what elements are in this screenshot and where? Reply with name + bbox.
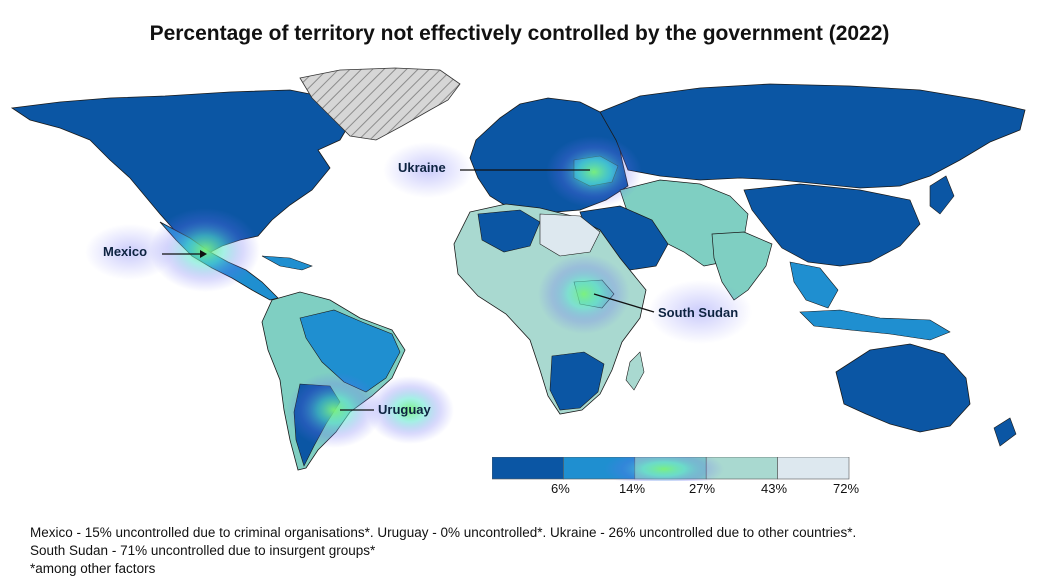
glow-legend bbox=[604, 457, 724, 481]
leader-mexico-arrow bbox=[200, 250, 207, 258]
legend-tick-2: 27% bbox=[689, 481, 716, 496]
legend-tick-0: 6% bbox=[551, 481, 570, 496]
legend-swatch-0 bbox=[492, 457, 564, 480]
region-greenland bbox=[299, 67, 461, 141]
world-map bbox=[10, 67, 1026, 471]
region-north-africa bbox=[477, 209, 541, 253]
leader-south-sudan bbox=[593, 293, 655, 313]
region-russia bbox=[599, 83, 1026, 189]
region-north-america bbox=[10, 89, 353, 256]
region-brazil bbox=[299, 309, 401, 393]
region-japan bbox=[929, 175, 955, 215]
footnote-line-2: South Sudan - 71% uncontrolled due to in… bbox=[30, 543, 376, 558]
page-title: Percentage of territory not effectively … bbox=[149, 22, 890, 45]
region-india bbox=[711, 231, 773, 301]
glow-ukraine-label bbox=[383, 142, 473, 198]
region-southern-africa bbox=[549, 351, 605, 411]
glow-uruguay bbox=[286, 372, 382, 448]
legend-colorbar bbox=[492, 457, 850, 481]
region-australia bbox=[835, 343, 971, 433]
legend-tick-4: 72% bbox=[833, 481, 860, 496]
region-southeast-asia bbox=[789, 261, 839, 309]
label-mexico: Mexico bbox=[103, 244, 148, 259]
region-libya-egypt bbox=[539, 213, 601, 257]
glow-uruguay-label bbox=[366, 376, 454, 444]
region-indonesia bbox=[799, 309, 951, 341]
legend-tick-3: 43% bbox=[761, 481, 788, 496]
legend-tick-1: 14% bbox=[619, 481, 646, 496]
glow-south-sudan bbox=[538, 254, 630, 334]
glow-mexico bbox=[150, 208, 260, 292]
footnote-line-1: Mexico - 15% uncontrolled due to crimina… bbox=[30, 525, 857, 540]
footnote-line-3: *among other factors bbox=[30, 561, 156, 576]
label-ukraine: Ukraine bbox=[398, 160, 446, 175]
region-caribbean bbox=[261, 255, 313, 271]
legend-swatch-4 bbox=[777, 457, 850, 480]
footnote: Mexico - 15% uncontrolled due to crimina… bbox=[30, 524, 856, 578]
region-madagascar bbox=[625, 351, 645, 391]
region-new-zealand bbox=[993, 417, 1017, 447]
region-east-asia bbox=[743, 183, 921, 267]
glow-mexico-label bbox=[85, 224, 175, 280]
label-south-sudan: South Sudan bbox=[658, 305, 739, 320]
glow-south-sudan-label bbox=[648, 280, 752, 344]
glow-ukraine bbox=[546, 136, 642, 208]
label-uruguay: Uruguay bbox=[378, 402, 431, 417]
